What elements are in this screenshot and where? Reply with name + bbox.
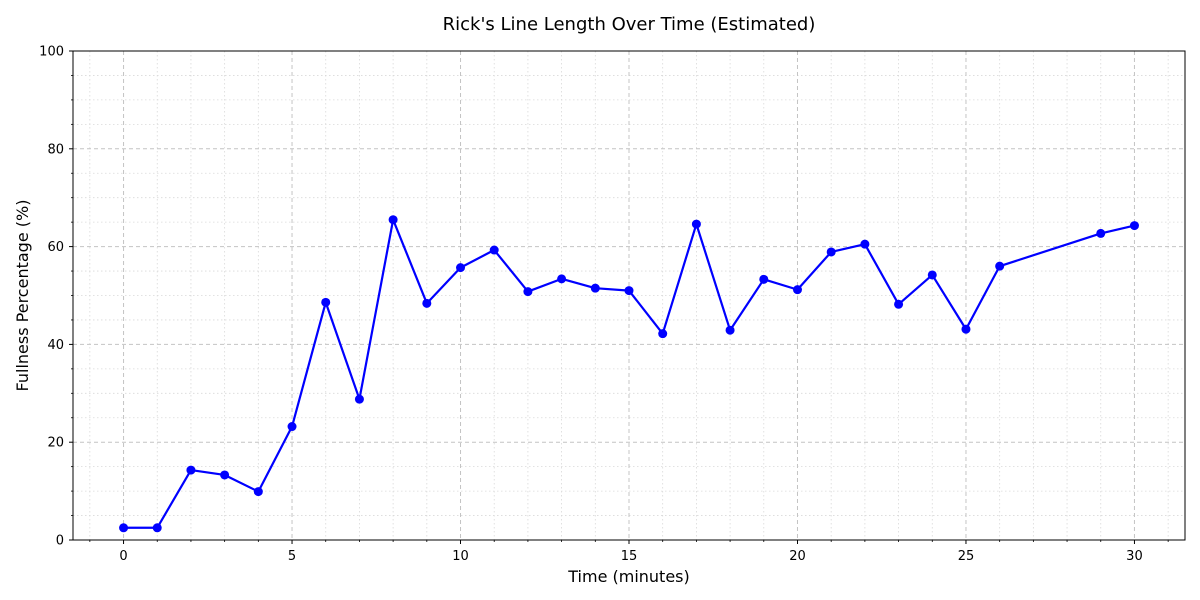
major-grid — [73, 51, 1185, 540]
series-layer — [119, 215, 1139, 533]
data-point — [961, 324, 971, 334]
data-point — [860, 239, 870, 249]
y-tick-label: 0 — [56, 534, 64, 549]
data-point — [590, 283, 600, 293]
data-point — [894, 299, 904, 309]
data-point — [119, 523, 129, 533]
data-point — [388, 215, 398, 225]
chart-title: Rick's Line Length Over Time (Estimated) — [443, 14, 816, 35]
data-point — [422, 298, 432, 308]
x-tick-label: 5 — [288, 549, 296, 564]
data-point — [152, 523, 162, 533]
data-point — [927, 270, 937, 280]
data-point — [995, 261, 1005, 271]
data-point — [624, 286, 634, 296]
x-tick-label: 20 — [789, 549, 806, 564]
y-tick-label: 20 — [47, 436, 64, 451]
data-point — [691, 219, 701, 229]
x-tick-label: 30 — [1126, 549, 1143, 564]
data-point — [826, 247, 836, 257]
data-point — [557, 274, 567, 284]
x-tick-label: 10 — [452, 549, 469, 564]
data-point — [1129, 221, 1139, 231]
data-point — [658, 329, 668, 339]
data-point — [523, 287, 533, 297]
y-tick-label: 100 — [39, 45, 64, 60]
y-tick-label: 60 — [47, 240, 64, 255]
data-point — [287, 422, 297, 432]
axis-ticks: 0 5 10 15 20 25 30 0 20 40 60 80 100 — [39, 45, 1169, 564]
data-point — [456, 263, 466, 273]
data-point — [759, 274, 769, 284]
x-tick-label: 15 — [621, 549, 638, 564]
y-axis-label: Fullness Percentage (%) — [13, 200, 32, 392]
data-point — [792, 285, 802, 295]
y-tick-label: 40 — [47, 338, 64, 353]
x-tick-label: 25 — [958, 549, 975, 564]
data-point — [186, 465, 196, 475]
data-point — [489, 245, 499, 255]
data-point — [354, 394, 364, 404]
x-tick-label: 0 — [119, 549, 127, 564]
data-point — [321, 297, 331, 307]
data-point — [725, 325, 735, 335]
data-point — [253, 487, 263, 497]
x-axis-label: Time (minutes) — [567, 567, 690, 586]
y-tick-label: 80 — [47, 142, 64, 157]
data-point — [220, 470, 230, 480]
data-point — [1096, 228, 1106, 238]
